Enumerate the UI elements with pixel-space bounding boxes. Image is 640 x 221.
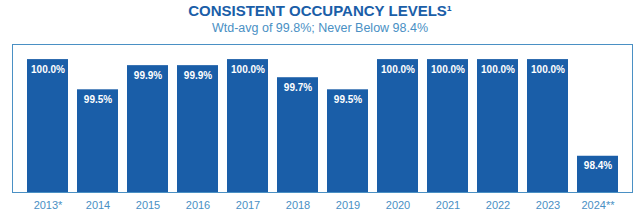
- svg-text:99.5%: 99.5%: [334, 94, 362, 105]
- svg-text:100.0%: 100.0%: [231, 64, 265, 75]
- html-text:Wtd-avg of 99.8%; Never Below: Wtd-avg of 99.8%; Never Below 98.4%: [212, 21, 428, 35]
- svg-text:100.0%: 100.0%: [381, 64, 415, 75]
- svg-text:2020: 2020: [386, 199, 410, 211]
- svg-text:2014: 2014: [86, 199, 110, 211]
- html-text:CONSISTENT OCCUPANCY LEVELS¹: CONSISTENT OCCUPANCY LEVELS¹: [188, 2, 452, 19]
- svg-text:99.9%: 99.9%: [134, 70, 162, 81]
- svg-text:2015: 2015: [136, 199, 160, 211]
- svg-text:2017: 2017: [236, 199, 260, 211]
- svg-text:2021: 2021: [436, 199, 460, 211]
- svg-text:100.0%: 100.0%: [31, 64, 65, 75]
- svg-text:100.0%: 100.0%: [531, 64, 565, 75]
- svg-text:99.9%: 99.9%: [184, 70, 212, 81]
- svg-text:2016: 2016: [186, 199, 210, 211]
- svg-text:2013*: 2013*: [34, 199, 63, 211]
- svg-text:2023: 2023: [536, 199, 560, 211]
- svg-text:100.0%: 100.0%: [481, 64, 515, 75]
- svg-text:99.7%: 99.7%: [284, 82, 312, 93]
- svg-text:2022: 2022: [486, 199, 510, 211]
- svg-text:2019: 2019: [336, 199, 360, 211]
- svg-text:99.5%: 99.5%: [84, 94, 112, 105]
- svg-text:2024**: 2024**: [581, 199, 615, 211]
- svg-text:2018: 2018: [286, 199, 310, 211]
- svg-text:98.4%: 98.4%: [584, 160, 612, 171]
- svg-text:100.0%: 100.0%: [431, 64, 465, 75]
